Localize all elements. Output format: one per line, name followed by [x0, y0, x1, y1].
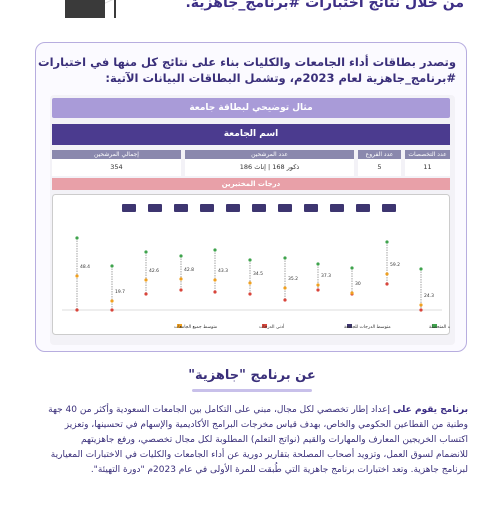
top-box [122, 204, 136, 212]
stat-value: ذكور 168 | إناث 186 [239, 163, 300, 171]
about-title: عن برنامج "جاهزية" [188, 368, 316, 383]
cap-icon [65, 0, 116, 18]
max-dot [283, 256, 287, 260]
value-label: 24.3 [424, 293, 434, 299]
max-dot [385, 240, 389, 244]
avg-dot [110, 299, 114, 303]
min-dot [110, 308, 114, 312]
intro-line: #برنامج_جاهزية لعام 2023م، وتشمل البطاقا… [105, 71, 456, 85]
avg-dot [316, 283, 320, 287]
legend-swatch [432, 324, 437, 328]
min-dot [75, 308, 79, 312]
scores-title: درجات المختبرين [52, 178, 450, 190]
paragraph-line: برنامج يقوم على إعداد إطار تخصصي لكل مجا… [48, 404, 468, 417]
stat-label: عدد المرشحين [185, 150, 354, 159]
top-box [278, 204, 292, 212]
max-dot [350, 266, 354, 270]
stat-value: 11 [423, 163, 432, 171]
score-chart: 48.4 19.7 42.6 42.8 43.3 34.5 35.2 37.3 30 59.2 24… [52, 194, 450, 335]
paragraph-line: اكتساب الخريجين المعارف والمهارات والقيم… [80, 435, 468, 445]
max-dot [110, 264, 114, 268]
value-label: 19.7 [115, 289, 125, 295]
legend-label: متوسط جميع الجامعات [174, 325, 218, 330]
paragraph-line: وطنية من القطاعين الحكومي والخاص، بهدف ق… [64, 420, 468, 430]
top-box [356, 204, 370, 212]
legend-label: متوسط الدرجات للجامعة [344, 325, 391, 330]
top-box [330, 204, 344, 212]
min-dot [283, 298, 287, 302]
min-dot [385, 282, 389, 286]
min-dot [144, 292, 148, 296]
value-label: 37.3 [321, 273, 331, 279]
max-dot [144, 250, 148, 254]
top-box [148, 204, 162, 212]
avg-dot [385, 272, 389, 276]
stat-label: إجمالي المرشحين [52, 150, 181, 159]
stat-label: عدد التخصصات [405, 150, 450, 159]
top-box [382, 204, 396, 212]
avg-dot [248, 281, 252, 285]
card-title: مثال توضيحي لبطاقة جامعة [52, 98, 450, 118]
avg-dot [213, 278, 217, 282]
min-dot [213, 290, 217, 294]
avg-dot [419, 303, 423, 307]
top-box [252, 204, 266, 212]
legend-swatch [262, 324, 267, 328]
top-box [200, 204, 214, 212]
max-dot [179, 254, 183, 258]
stat: عدد التخصصات 11 [405, 150, 450, 176]
top-box [174, 204, 188, 212]
value-label: 42.8 [184, 267, 194, 273]
top-box [304, 204, 318, 212]
stat: إجمالي المرشحين 354 [52, 150, 181, 176]
value-label: 59.2 [390, 262, 400, 268]
max-dot [75, 236, 79, 240]
min-dot [179, 288, 183, 292]
intro-line: وتصدر بطاقات أداء الجامعات والكليات بناء… [38, 55, 456, 69]
legend-swatch [177, 324, 182, 328]
min-dot [316, 288, 320, 292]
min-dot [419, 308, 423, 312]
stat: عدد المرشحين ذكور 168 | إناث 186 [185, 150, 354, 176]
paragraph-line: لبرنامج جاهزية. وتعد اختبارات برنامج جاه… [90, 465, 468, 475]
value-label: 34.5 [253, 271, 263, 277]
avg-dot [179, 277, 183, 281]
value-label: 48.4 [80, 264, 90, 270]
avg-dot [144, 278, 148, 282]
university-name: اسم الجامعة [52, 124, 450, 145]
value-label: 30 [355, 281, 361, 287]
legend-swatch [347, 324, 352, 328]
avg-dot [350, 291, 354, 295]
text: إعداد إطار تخصصي لكل مجال، مبني على التك… [48, 405, 393, 415]
stat-value: 5 [377, 163, 382, 171]
min-dot [248, 292, 252, 296]
lead: برنامج يقوم على [392, 405, 468, 415]
title-underline [192, 389, 312, 392]
max-dot [419, 267, 423, 271]
stat-label: عدد الفروع [358, 150, 401, 159]
max-dot [248, 258, 252, 262]
avg-dot [283, 286, 287, 290]
header-title: من خلال نتائج اختبارات #برنامج_جاهزية. [185, 0, 464, 11]
value-label: 35.2 [288, 276, 298, 282]
value-label: 43.3 [218, 268, 228, 274]
stat: عدد الفروع 5 [358, 150, 401, 176]
legend-label: أدنى الدرجات [259, 323, 284, 330]
legend-label: أعلى الدرجات المتحصلة [429, 323, 450, 330]
value-label: 42.6 [149, 268, 159, 274]
max-dot [213, 248, 217, 252]
paragraph-line: للانضمام لسوق العمل، وتزويد أصحاب المصلح… [50, 450, 468, 460]
stat-value: 354 [110, 163, 123, 171]
top-box [226, 204, 240, 212]
max-dot [316, 262, 320, 266]
avg-dot [75, 274, 79, 278]
